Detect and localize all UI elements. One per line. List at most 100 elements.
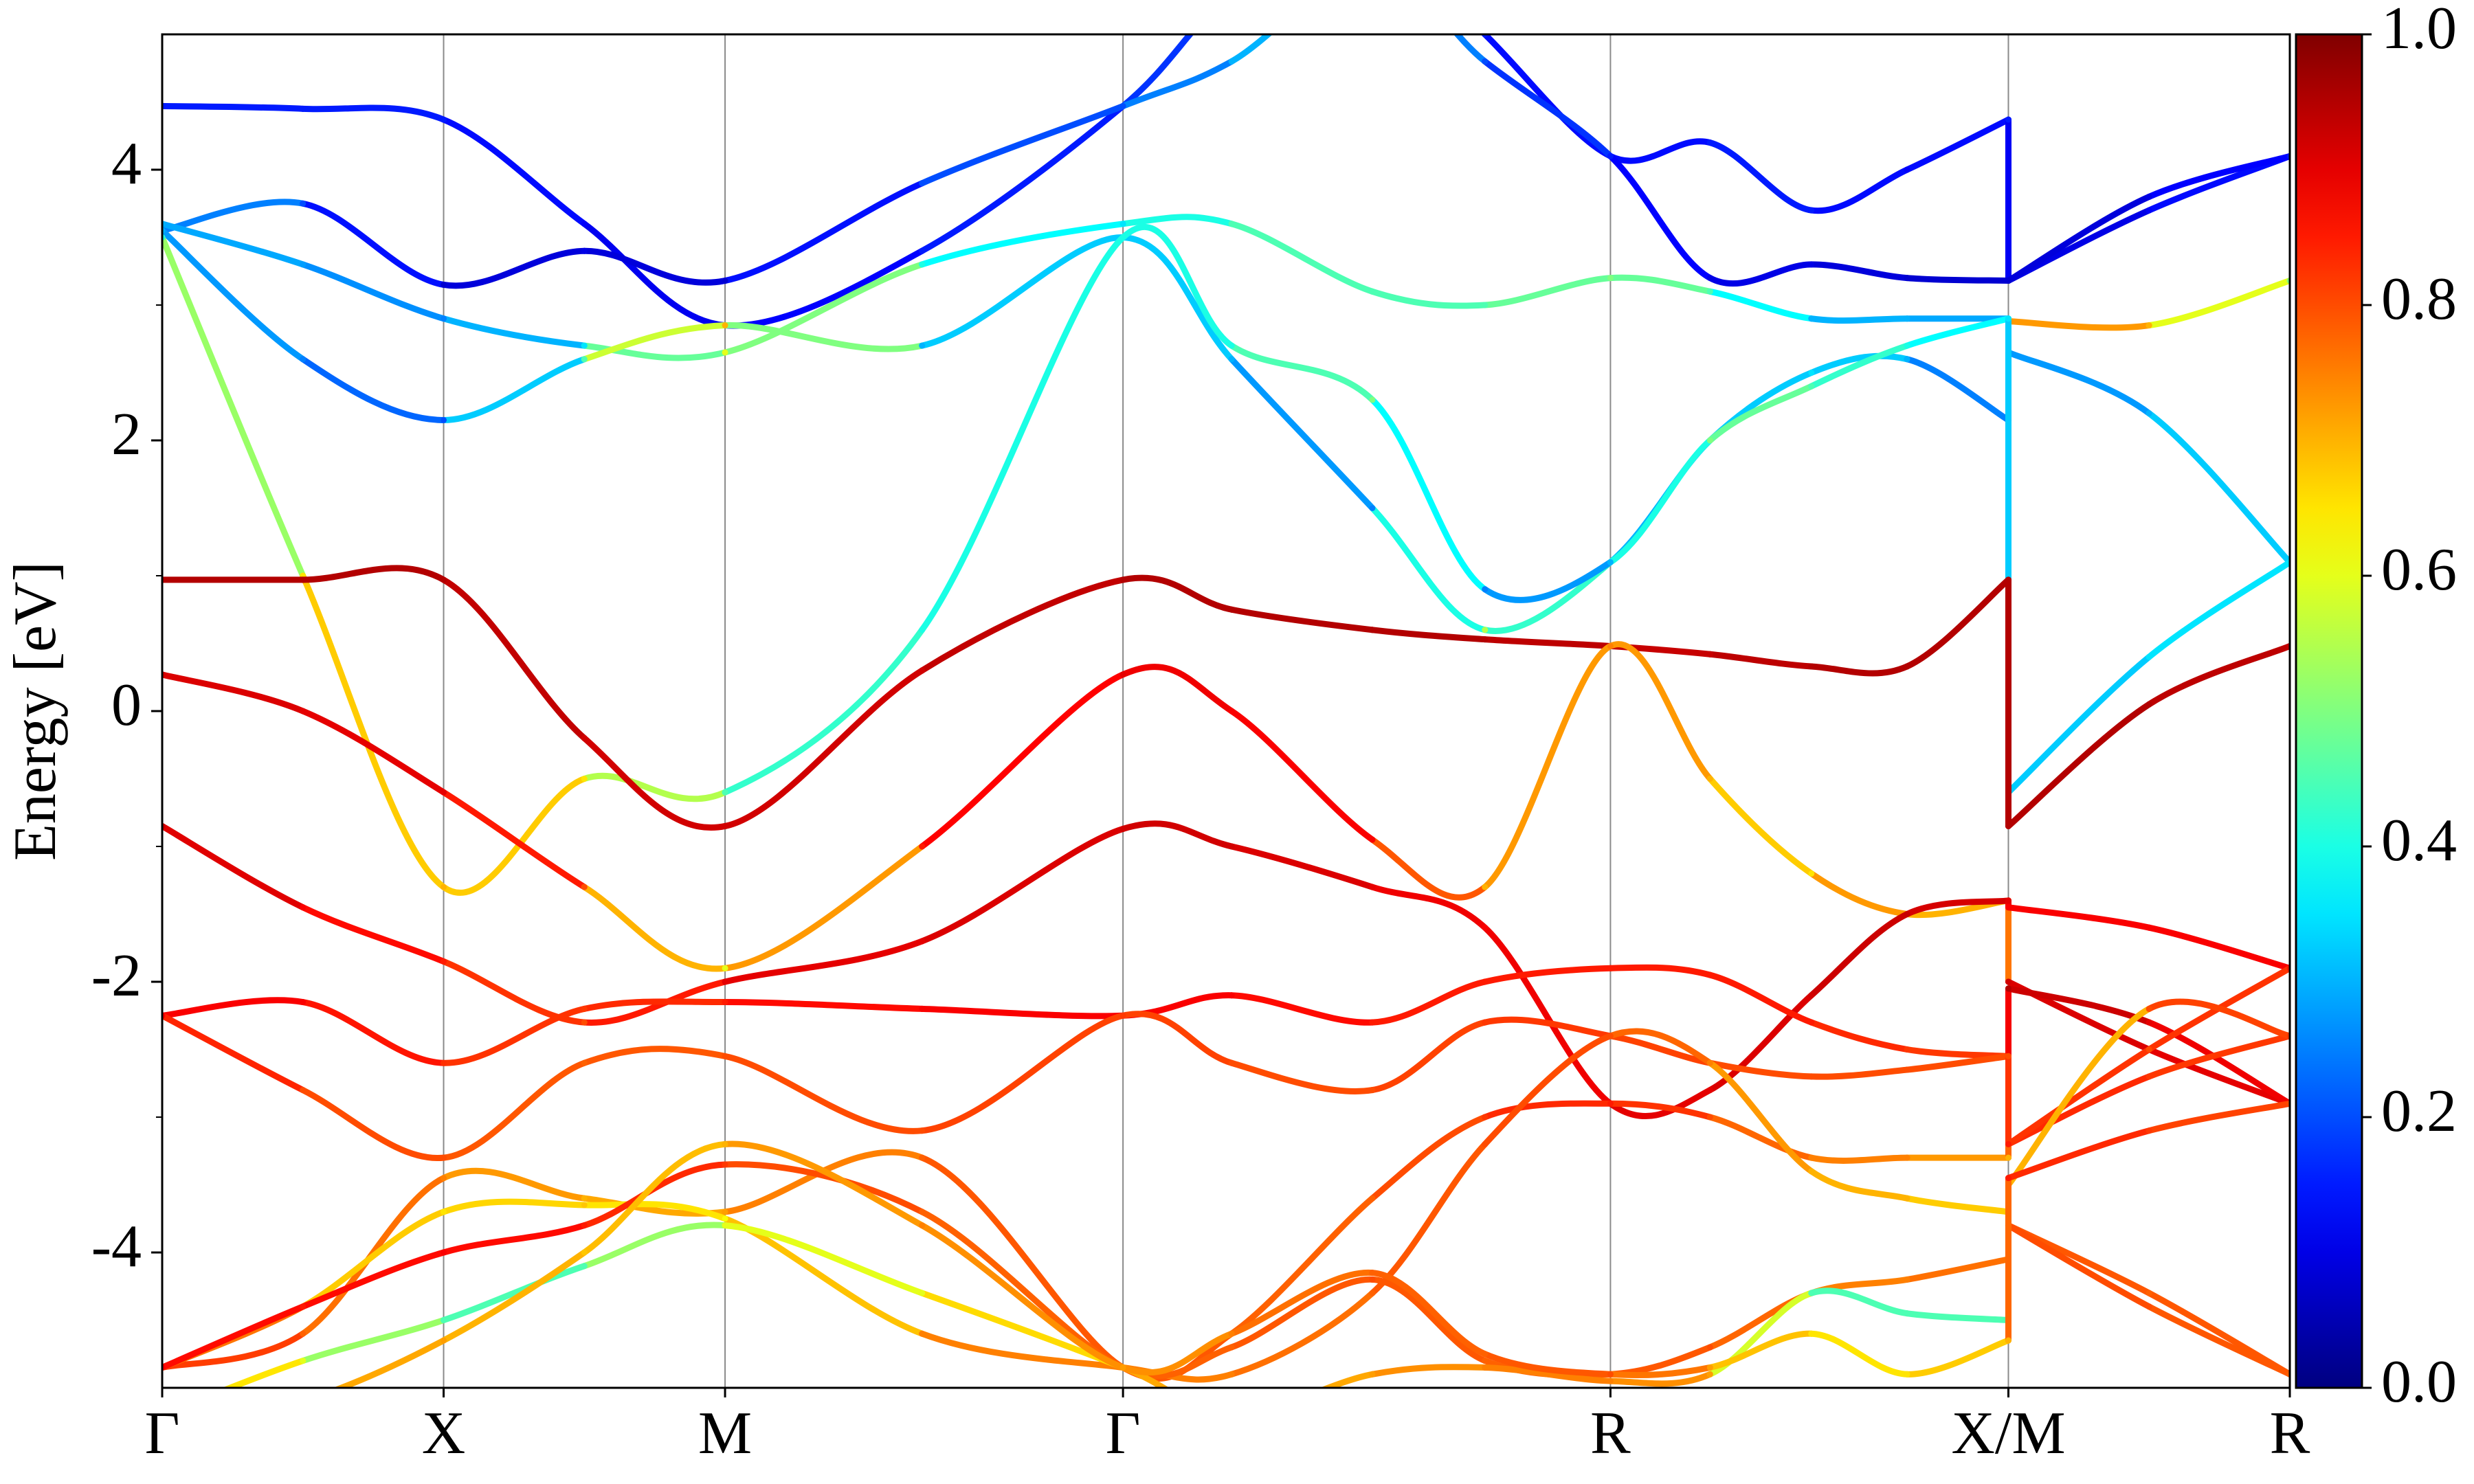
band-segment (441, 116, 588, 227)
band-segment (1482, 275, 1614, 308)
band-segment (1904, 1053, 2011, 1073)
band-segment (1369, 627, 1489, 643)
band-vertex (1119, 102, 1126, 109)
band-vertex (1904, 663, 1910, 670)
band-vertex (919, 1330, 926, 1337)
band-vertex (919, 938, 926, 945)
band-vertex (1607, 559, 1614, 565)
band-vertex (2146, 322, 2152, 329)
band-vertex (1228, 1371, 1235, 1378)
band-vertex (1369, 836, 1376, 843)
band-segment (1808, 1066, 1910, 1080)
band-segment (919, 1154, 1126, 1371)
band-vertex (1808, 870, 1815, 877)
band-segment (722, 261, 926, 356)
band-segment (581, 1046, 728, 1066)
band-segment (1706, 1330, 1815, 1371)
band-vertex (1607, 1378, 1614, 1384)
band-segment (1228, 1276, 1376, 1351)
band-segment (2005, 1046, 2152, 1147)
band-vertex (581, 1195, 588, 1202)
y-tick-label: -4 (91, 1213, 142, 1280)
band-segment (1607, 1371, 1713, 1387)
band-vertex (1369, 1276, 1376, 1283)
band-vertex (1228, 356, 1235, 363)
band-segment (1482, 965, 1614, 985)
band-segment (722, 843, 926, 971)
band-segment (722, 627, 926, 796)
band-segment (1607, 274, 1713, 295)
band-segment (919, 102, 1126, 254)
band-vertex (300, 261, 307, 268)
band-vertex (2146, 1019, 2152, 1026)
band-segment (441, 1005, 588, 1066)
band-vertex (1904, 1276, 1910, 1283)
band-segment (1607, 138, 1713, 164)
band-vertex (441, 1337, 447, 1344)
band-vertex (1228, 58, 1235, 65)
band-segment (2146, 278, 2290, 329)
band-vertex (1706, 1059, 1713, 1066)
band-segment (581, 998, 728, 1012)
band-vertex (919, 1222, 926, 1229)
band-vertex (1228, 1344, 1235, 1351)
band-segment (441, 1198, 588, 1215)
band-segment (1482, 1016, 1614, 1039)
band-vertex (722, 1215, 728, 1222)
band-segment (1808, 1019, 1910, 1053)
band-vertex (1808, 1019, 1815, 1026)
band-segment (2146, 998, 2290, 1039)
band-segment (441, 1059, 588, 1161)
band-segment (1808, 261, 1910, 282)
band-vertex (1369, 1290, 1376, 1296)
band-segment (722, 180, 926, 284)
band-segment (1228, 34, 1273, 65)
band-segment (1119, 1364, 1170, 1388)
band-segment (1607, 1087, 1713, 1119)
band-segment (1453, 34, 1489, 65)
band-vertex (1808, 1154, 1815, 1161)
band-segment (1706, 383, 1815, 444)
band-segment (919, 576, 1126, 674)
band-vertex (1228, 342, 1235, 349)
band-segment (2146, 410, 2290, 565)
band-vertex (2146, 653, 2152, 660)
band-segment (1607, 1033, 1713, 1066)
band-segment (1904, 1195, 2011, 1215)
band-vertex (1482, 884, 1489, 890)
band-segment (1706, 261, 1815, 287)
band-vertex (1228, 1059, 1235, 1066)
band-segment (1904, 116, 2011, 173)
band-segment (2146, 559, 2290, 660)
band-segment (1369, 1019, 1489, 1094)
band-vertex (1228, 843, 1235, 850)
band-vertex (1904, 1195, 1910, 1202)
band-segment (919, 234, 1126, 349)
band-vertex (441, 1317, 447, 1323)
band-segment (1119, 1011, 1235, 1066)
band-segment (1369, 1276, 1489, 1364)
band-vertex (581, 247, 588, 254)
band-vertex (300, 708, 307, 715)
band-vertex (1369, 1019, 1376, 1026)
band-segment (1228, 356, 1376, 511)
band-vertex (300, 1358, 307, 1364)
band-segment (581, 978, 728, 1026)
band-segment (1607, 153, 1713, 282)
band-segment (1119, 234, 1235, 363)
band-segment (581, 734, 728, 831)
band-vertex (1706, 1344, 1713, 1351)
band-vertex (2005, 576, 2011, 583)
band-vertex (441, 315, 447, 322)
x-tick-label: X/M (1951, 1400, 2065, 1467)
band-vertex (581, 1222, 588, 1229)
band-vertex (2005, 278, 2011, 284)
band-vertex (441, 958, 447, 965)
band-vertex (441, 1059, 447, 1066)
band-vertex (300, 576, 307, 583)
band-vertex (1706, 1087, 1713, 1094)
band-segment (1706, 1059, 1815, 1080)
band-segment (300, 104, 447, 123)
band-vertex (722, 322, 728, 329)
band-segment (1482, 1351, 1614, 1378)
